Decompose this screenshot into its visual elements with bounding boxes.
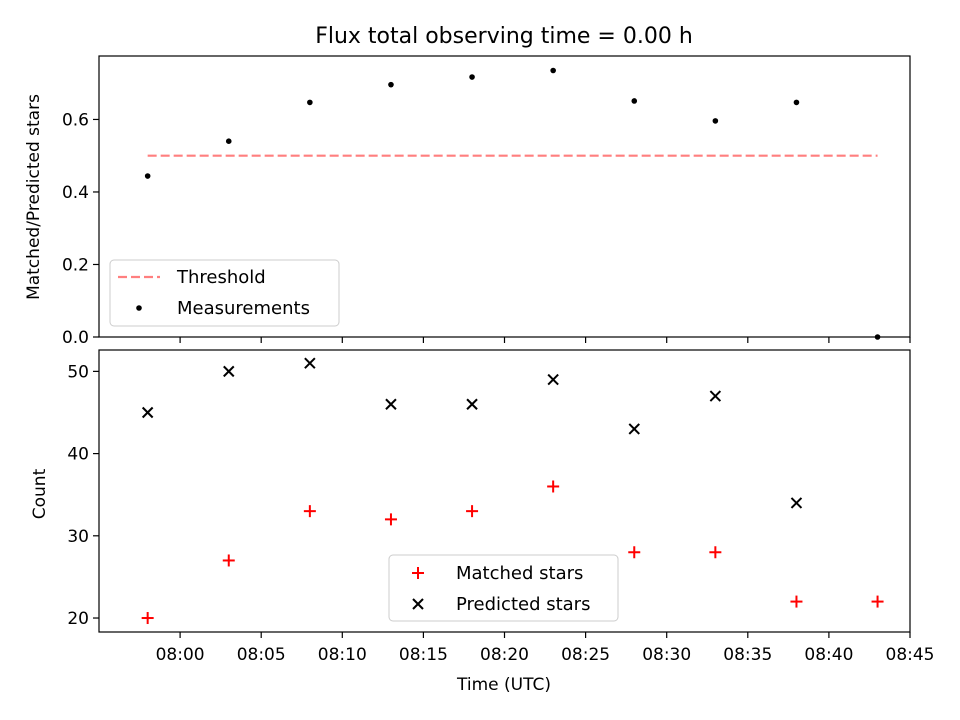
legend-predicted-label: Predicted stars <box>456 594 590 615</box>
predicted-star-point <box>385 398 397 410</box>
bottom-y-ticks: 20 30 40 50 <box>67 362 99 629</box>
legend-measurements-label: Measurements <box>177 298 310 319</box>
top-legend-box <box>109 259 340 327</box>
predicted-star-point <box>790 497 803 509</box>
top-y-axis-label: Matched/Predicted stars <box>24 94 44 300</box>
predicted-star-point <box>141 406 154 419</box>
predicted-star-points <box>141 357 803 509</box>
matched-star-point <box>709 546 722 559</box>
matched-star-point <box>222 554 235 567</box>
measurement-point <box>550 67 556 74</box>
matched-star-point <box>547 480 560 493</box>
measurement-point <box>793 99 800 106</box>
bottom-x-tick-label: 08:30 <box>642 645 691 665</box>
bottom-legend: Matched stars Predicted stars <box>388 554 619 622</box>
measurement-point <box>307 99 313 106</box>
predicted-star-point <box>709 390 722 402</box>
chart-title: Flux total observing time = 0.00 h <box>315 24 693 49</box>
bottom-x-tick-label: 08:20 <box>480 645 529 665</box>
bottom-x-tick-label: 08:35 <box>723 645 772 665</box>
top-y-tick-label: 0.0 <box>62 328 89 348</box>
bottom-y-tick-label: 50 <box>67 362 89 382</box>
top-legend: Threshold Measurements <box>109 259 340 327</box>
measurement-point <box>712 118 719 124</box>
predicted-star-point <box>304 357 316 369</box>
top-y-tick-label: 0.4 <box>62 183 89 203</box>
predicted-star-point <box>628 423 640 435</box>
measurement-point <box>631 98 638 104</box>
bottom-x-tick-label: 08:00 <box>156 645 205 665</box>
bottom-y-tick-label: 20 <box>67 609 89 629</box>
bottom-y-tick-label: 40 <box>67 445 89 465</box>
measurement-point <box>874 334 881 340</box>
top-y-tick-label: 0.6 <box>62 110 89 130</box>
bottom-x-ticks: 08:00 08:05 08:10 08:15 08:20 08:25 08:30 08:35… <box>156 632 935 665</box>
measurement-points <box>144 67 881 340</box>
matched-star-point <box>466 505 479 518</box>
matched-star-point <box>141 612 154 625</box>
bottom-y-axis-label: Count <box>30 468 50 519</box>
bottom-x-tick-label: 08:15 <box>399 645 448 665</box>
top-panel: 0.0 0.2 0.4 0.6 Matched/Predicted stars Thr… <box>24 55 911 348</box>
predicted-star-point <box>547 373 559 386</box>
measurement-point <box>469 74 475 80</box>
top-y-ticks: 0.0 0.2 0.4 0.6 <box>62 110 99 348</box>
legend-threshold-label: Threshold <box>176 267 266 288</box>
legend-matched-label: Matched stars <box>456 563 583 584</box>
legend-measurements-swatch <box>136 305 142 311</box>
top-x-ticks <box>179 337 911 343</box>
legend-predicted-swatch <box>412 598 424 610</box>
measurement-point <box>225 138 232 145</box>
x-axis-label: Time (UTC) <box>456 675 551 695</box>
matched-star-points <box>141 480 884 625</box>
matched-star-point <box>303 505 316 518</box>
bottom-x-tick-label: 08:40 <box>804 645 853 665</box>
measurement-point <box>388 81 394 88</box>
matched-star-point <box>790 595 803 608</box>
predicted-star-point <box>223 365 235 378</box>
legend-matched-swatch <box>412 567 424 579</box>
measurement-point <box>144 173 151 179</box>
matched-star-point <box>384 513 397 526</box>
matched-star-point <box>628 546 641 559</box>
bottom-x-tick-label: 08:05 <box>237 645 286 665</box>
predicted-star-point <box>466 398 478 410</box>
bottom-x-tick-label: 08:10 <box>318 645 367 665</box>
bottom-y-tick-label: 30 <box>67 527 89 547</box>
bottom-x-tick-label: 08:25 <box>561 645 610 665</box>
bottom-legend-box <box>388 554 619 622</box>
top-y-tick-label: 0.2 <box>62 255 89 275</box>
matched-star-point <box>871 595 884 608</box>
bottom-x-tick-label: 08:45 <box>886 645 935 665</box>
